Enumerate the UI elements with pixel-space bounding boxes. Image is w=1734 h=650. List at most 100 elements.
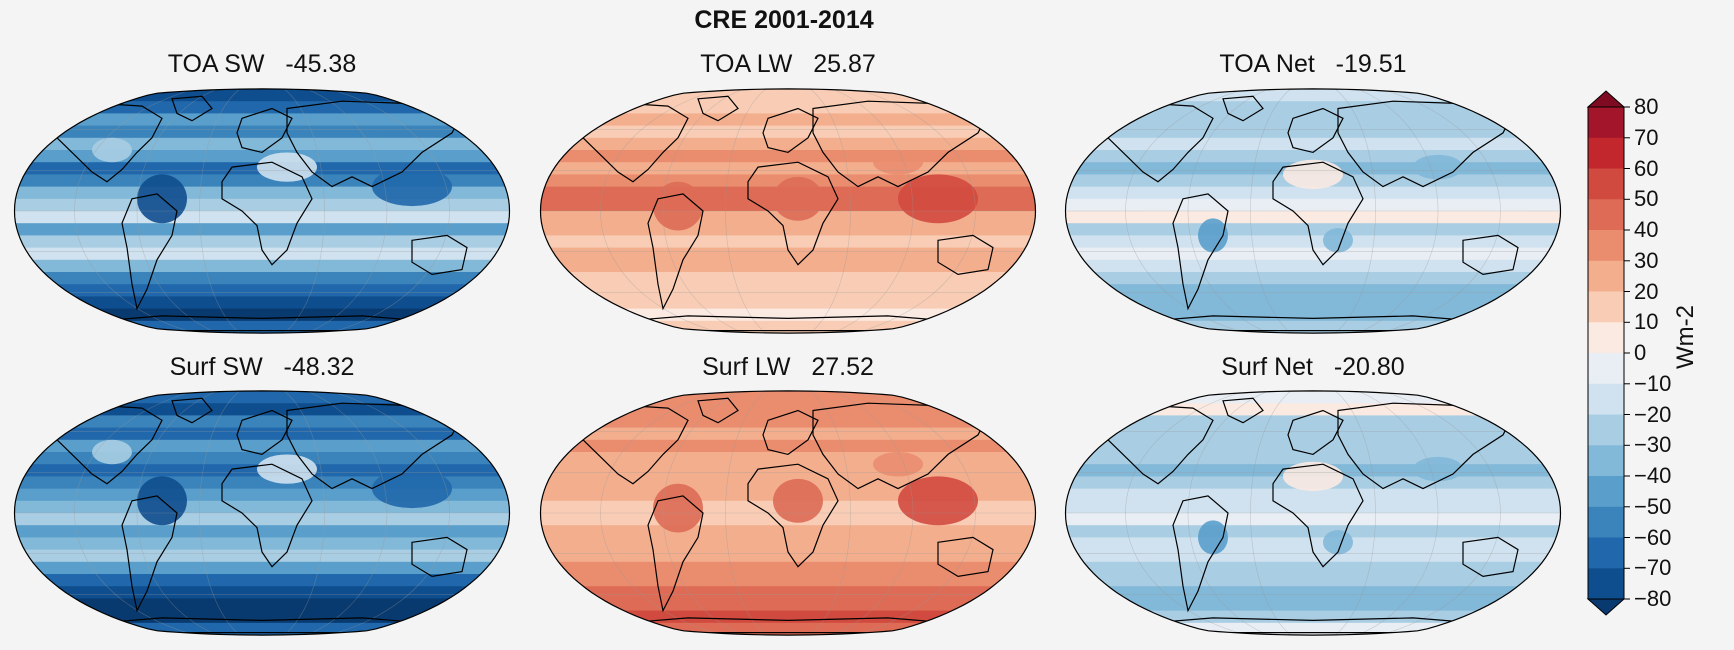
coastline xyxy=(236,107,293,154)
colorbar-tick-label: 70 xyxy=(1634,124,1659,150)
coastline xyxy=(1462,536,1519,578)
gridline-lon xyxy=(136,88,388,334)
map-boundary xyxy=(539,88,1037,334)
coastline xyxy=(221,463,313,568)
panel-title: TOA Net -19.51 xyxy=(1219,50,1407,78)
contour-band xyxy=(1065,427,1561,441)
colorbar-segment xyxy=(1588,322,1624,354)
gridline-lon xyxy=(725,390,851,636)
contour-band xyxy=(540,125,1036,139)
contour-band xyxy=(1065,403,1561,417)
contour-region xyxy=(873,452,923,477)
map-panel-surf-net xyxy=(1065,390,1561,636)
gridline-lon xyxy=(662,88,914,334)
coastline xyxy=(1172,495,1229,613)
colorbar-tick-label: 80 xyxy=(1634,94,1659,119)
gridline-lon xyxy=(1187,390,1439,636)
colorbar-segment xyxy=(1588,168,1624,200)
gridline-lon xyxy=(1125,88,1501,334)
panel-title: TOA SW -45.38 xyxy=(167,50,357,78)
contour-band xyxy=(540,610,1036,624)
map-panel-toa-net xyxy=(1065,88,1561,334)
coastline xyxy=(121,193,178,311)
colorbar xyxy=(1586,90,1630,616)
colorbar-segment xyxy=(1588,537,1624,569)
gridline-lon xyxy=(600,390,976,636)
contour-band xyxy=(1065,549,1561,563)
contour-band xyxy=(540,113,1036,127)
map-panel-toa-sw xyxy=(14,88,510,334)
contour-region xyxy=(92,137,132,163)
contour-band xyxy=(1065,622,1561,636)
contour-band xyxy=(540,622,1036,636)
contour-band xyxy=(14,125,510,139)
colorbar-tick-label: 0 xyxy=(1634,340,1647,365)
contour-band xyxy=(540,427,1036,441)
coastline xyxy=(747,463,839,568)
contour-region xyxy=(372,167,452,207)
colorbar-segment xyxy=(1588,445,1624,477)
coastline xyxy=(647,193,704,311)
contour-band xyxy=(14,513,510,527)
colorbar-tick-label: −20 xyxy=(1634,401,1672,427)
coastline xyxy=(1222,95,1264,122)
contour-band xyxy=(1065,537,1561,551)
contour-band xyxy=(540,223,1036,237)
panel-title: Surf SW -48.32 xyxy=(169,353,355,381)
contour-band xyxy=(1065,89,1561,103)
coastline xyxy=(171,397,213,424)
contour-band xyxy=(1065,186,1561,200)
coastline xyxy=(46,102,163,183)
contour-band xyxy=(540,586,1036,600)
contour-band xyxy=(14,610,510,624)
contour-band xyxy=(14,211,510,225)
contour-band xyxy=(540,89,1036,103)
contour-band xyxy=(14,89,510,103)
coastline xyxy=(1287,409,1344,456)
coastline xyxy=(697,397,739,424)
colorbar-tick-label: 10 xyxy=(1634,309,1659,335)
coastline xyxy=(1272,161,1364,266)
colorbar-segment xyxy=(1588,260,1624,293)
contour-band xyxy=(1065,284,1561,298)
panel-title: Surf LW 27.52 xyxy=(702,353,874,381)
contour-band xyxy=(14,549,510,563)
contour-region xyxy=(1198,520,1228,555)
coastline xyxy=(762,409,819,456)
coastline xyxy=(1097,102,1214,183)
gridline-lon xyxy=(662,390,914,636)
gridline-lon xyxy=(1250,390,1376,636)
coastline xyxy=(236,409,293,456)
colorbar-segment xyxy=(1588,568,1624,600)
colorbar-tick-label: −60 xyxy=(1634,524,1672,550)
map-boundary xyxy=(13,88,511,334)
contour-region xyxy=(92,439,132,465)
contour-band xyxy=(14,586,510,600)
contour-band xyxy=(540,320,1036,334)
contour-band xyxy=(14,452,510,466)
contour-region xyxy=(873,150,923,175)
gridline-lon xyxy=(725,88,851,334)
contour-region xyxy=(1323,228,1353,253)
contour-band xyxy=(14,391,510,405)
map-boundary xyxy=(13,390,511,636)
contour-band xyxy=(540,574,1036,588)
map-boundary xyxy=(539,390,1037,636)
contour-band xyxy=(1065,113,1561,127)
map-panel-surf-lw xyxy=(540,390,1036,636)
contour-band xyxy=(1065,586,1561,600)
contour-band xyxy=(1065,101,1561,115)
coastline xyxy=(1462,234,1519,276)
contour-band xyxy=(540,415,1036,429)
colorbar-label: Wm-2 xyxy=(1672,305,1699,369)
contour-band xyxy=(1065,198,1561,212)
coastline xyxy=(1222,397,1264,424)
coastline xyxy=(1287,107,1344,154)
contour-band xyxy=(1065,513,1561,527)
contour-band xyxy=(1065,125,1561,139)
contour-band xyxy=(1065,272,1561,286)
colorbar-extend-max xyxy=(1586,90,1626,108)
contour-band xyxy=(1065,391,1561,405)
colorbar-tick-label: 30 xyxy=(1634,247,1659,273)
